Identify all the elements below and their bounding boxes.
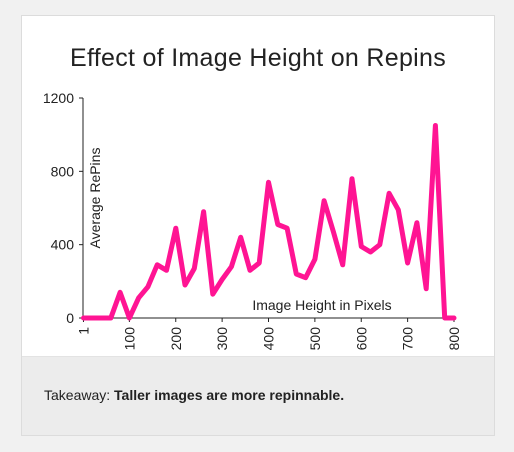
- takeaway-text: Takeaway: Taller images are more repinna…: [44, 387, 344, 403]
- line-chart: 0 400 800 1200 1 100 200 300 400 500 600 700 800 Ima…: [43, 90, 462, 351]
- x-tick-label: 300: [214, 327, 230, 351]
- y-tick-label: 800: [51, 163, 75, 179]
- x-tick-label: 400: [261, 327, 277, 351]
- x-tick-label: 200: [168, 327, 184, 351]
- y-tick-label: 400: [51, 237, 75, 253]
- x-axis-label: Image Height in Pixels: [252, 297, 391, 313]
- x-tick-label: 100: [121, 327, 137, 351]
- takeaway-label: Takeaway:: [44, 387, 111, 403]
- x-tick-label: 800: [446, 327, 462, 351]
- y-tick-label: 0: [66, 310, 74, 326]
- takeaway-footer: Takeaway: Taller images are more repinna…: [22, 356, 494, 435]
- x-tick-label: 500: [307, 327, 323, 351]
- takeaway-message: Taller images are more repinnable.: [114, 387, 345, 403]
- series-line: [81, 123, 457, 321]
- x-tick-label: 600: [353, 327, 369, 351]
- y-axis-label: Average RePins: [87, 148, 103, 249]
- chart-card: Effect of Image Height on Repins 0 400 800…: [21, 15, 495, 436]
- y-tick-label: 1200: [43, 90, 74, 106]
- chart-title: Effect of Image Height on Repins: [69, 44, 447, 72]
- x-tick-label: 1: [75, 327, 91, 335]
- x-tick-label: 700: [400, 327, 416, 351]
